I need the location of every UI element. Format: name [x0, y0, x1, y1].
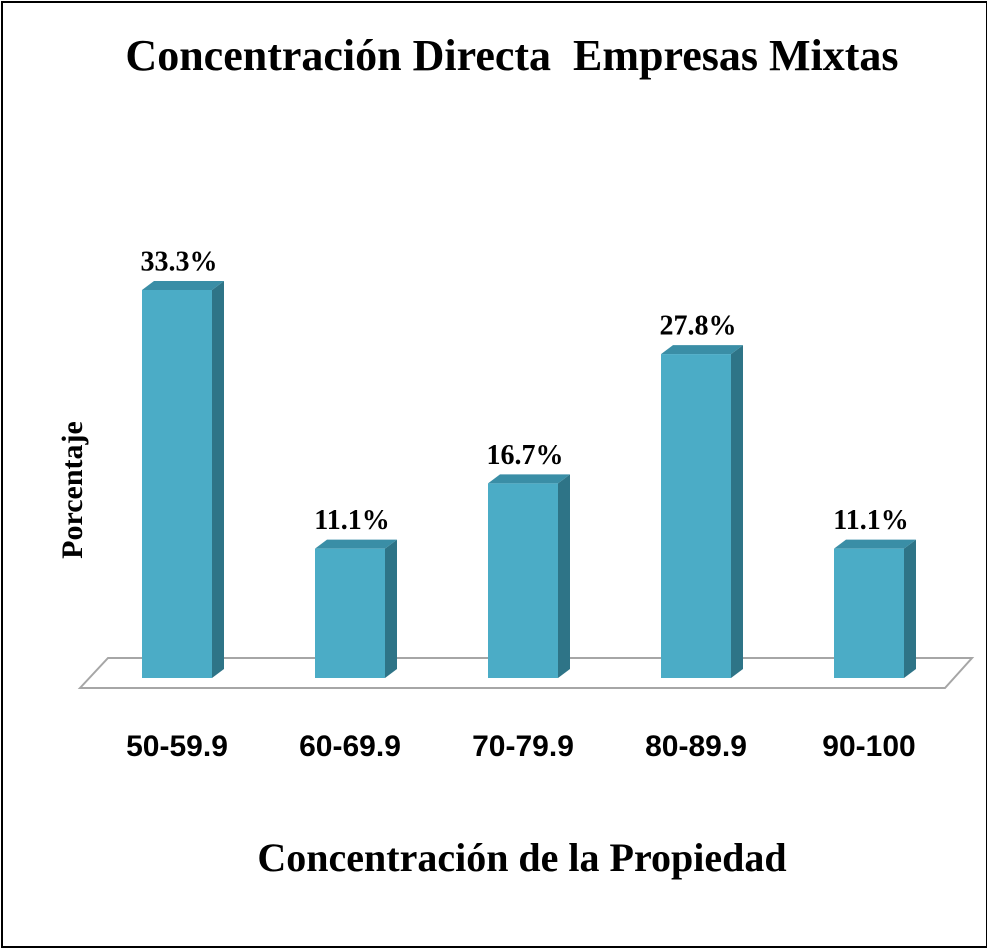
- bar-side: [212, 281, 224, 678]
- data-label: 11.1%: [833, 505, 908, 536]
- bar: [661, 354, 731, 678]
- bar-side: [385, 539, 397, 678]
- x-tick-label: 80-89.9: [645, 730, 747, 763]
- x-axis-title: Concentración de la Propiedad: [257, 835, 786, 880]
- bar-top: [661, 345, 743, 355]
- y-axis-title: Porcentaje: [56, 421, 89, 559]
- x-tick-label: 70-79.9: [472, 730, 574, 763]
- data-label: 27.8%: [660, 311, 737, 342]
- x-tick-label: 50-59.9: [126, 730, 228, 763]
- bar-top: [315, 539, 397, 549]
- bar-side: [904, 539, 916, 678]
- x-tick-label: 90-100: [822, 730, 915, 763]
- bar-top: [142, 281, 224, 290]
- chart-title: Concentración Directa Empresas Mixtas: [125, 31, 899, 80]
- bar-top: [488, 474, 570, 484]
- data-label: 16.7%: [487, 440, 564, 471]
- data-label: 11.1%: [314, 505, 389, 536]
- bar: [315, 548, 385, 678]
- bar: [488, 483, 558, 678]
- bar-side: [558, 474, 570, 678]
- bar-side: [731, 345, 743, 678]
- bar-top: [834, 539, 916, 549]
- bar: [142, 290, 212, 678]
- x-tick-label: 60-69.9: [299, 730, 401, 763]
- bar: [834, 548, 904, 678]
- data-label: 33.3%: [141, 246, 218, 277]
